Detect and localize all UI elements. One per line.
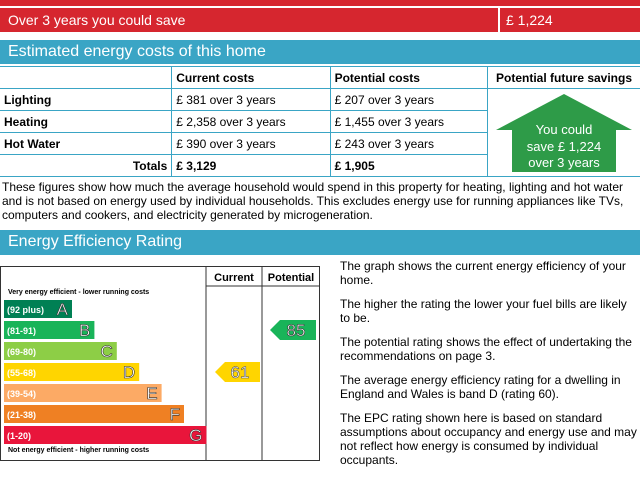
savings-text: over 3 years: [528, 155, 600, 170]
cell: £ 1,455 over 3 years: [329, 110, 489, 133]
bottom-note: Not energy efficient - higher running co…: [8, 447, 149, 454]
band-letter: F: [170, 405, 180, 424]
row-label: Totals: [0, 154, 173, 177]
band-range: (21-38): [7, 410, 36, 420]
cell: £ 1,905: [329, 154, 489, 177]
band-letter: G: [189, 426, 202, 445]
costs-table: Current costs Potential costs Potential …: [0, 66, 640, 177]
cell: £ 381 over 3 years: [171, 88, 331, 111]
paragraph: The higher the rating the lower your fue…: [340, 297, 627, 325]
column-header: Current: [214, 272, 254, 284]
header-cell: Current costs: [171, 66, 331, 89]
row-label: Heating: [0, 110, 173, 133]
cell: £ 2,358 over 3 years: [171, 110, 331, 133]
band-bar: [4, 300, 72, 318]
cut-row: [0, 0, 640, 6]
band-letter: B: [79, 321, 90, 340]
cell: £ 207 over 3 years: [329, 88, 489, 111]
top-note: Very energy efficient - lower running co…: [8, 289, 149, 296]
band-range: (55-68): [7, 368, 36, 378]
band-letter: A: [57, 300, 69, 319]
savings-amount: £ 1,224: [506, 12, 553, 28]
band-range: (69-80): [7, 347, 36, 357]
header-cell: Potential future savings: [487, 66, 640, 89]
band-letter: D: [123, 363, 135, 382]
band-range: (92 plus): [7, 305, 44, 315]
band-bar: [4, 405, 184, 423]
band-bar: [4, 363, 140, 381]
cell: £ 3,129: [171, 154, 331, 177]
potential-rating: 85: [287, 321, 306, 340]
cell: £ 390 over 3 years: [171, 132, 331, 155]
band-range: (39-54): [7, 389, 36, 399]
rating-explanation: The graph shows the current energy effic…: [340, 259, 638, 477]
savings-bar: Over 3 years you could save £ 1,224: [0, 8, 640, 32]
savings-text: save £ 1,224: [527, 139, 601, 154]
savings-label: Over 3 years you could save: [8, 12, 186, 28]
note: These figures show how much the average …: [2, 180, 624, 222]
paragraph: The potential rating shows the effect of…: [340, 335, 632, 363]
rating-chart: Current Potential Very energy efficient …: [0, 266, 320, 461]
band-bar: [4, 384, 162, 402]
row-label: Hot Water: [0, 132, 173, 155]
house-arrow: You could save £ 1,224 over 3 years: [496, 93, 632, 172]
band-letter: C: [101, 342, 113, 361]
row-label: Lighting: [0, 88, 173, 111]
band-range: (81-91): [7, 326, 36, 336]
band-bar: [4, 342, 117, 360]
savings-cell: You could save £ 1,224 over 3 years: [487, 88, 640, 177]
band-bar: [4, 321, 95, 339]
current-rating: 61: [231, 363, 250, 382]
paragraph: The average energy efficiency rating for…: [340, 373, 621, 401]
cell: £ 243 over 3 years: [329, 132, 489, 155]
divider: [498, 8, 500, 32]
section-header: Estimated energy costs of this home: [0, 40, 640, 64]
band-bar: [4, 426, 207, 444]
column-header: Potential: [268, 272, 314, 284]
band-range: (1-20): [7, 431, 31, 441]
section-header: Energy Efficiency Rating: [0, 230, 640, 255]
paragraph: The graph shows the current energy effic…: [340, 259, 626, 287]
paragraph: The EPC rating shown here is based on st…: [340, 411, 637, 467]
savings-text: You could: [536, 122, 593, 137]
header-cell: Potential costs: [329, 66, 489, 89]
band-letter: E: [146, 384, 157, 403]
